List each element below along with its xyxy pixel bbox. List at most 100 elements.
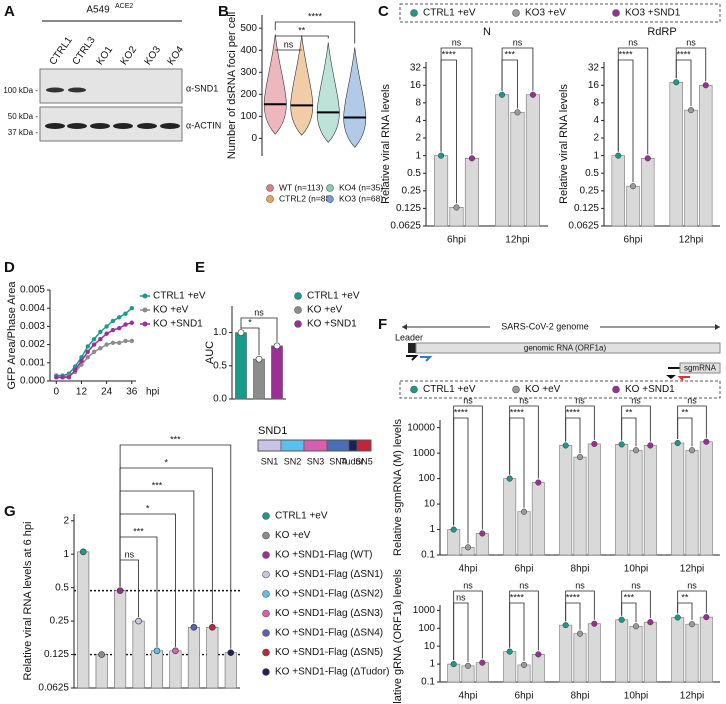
domain-label: SN4 (329, 456, 347, 466)
y-tick-label: 0.1 (421, 550, 435, 561)
legend-marker (266, 184, 274, 192)
y-tick-label: 0.125 (396, 203, 421, 214)
significance-label: ns (513, 37, 523, 47)
legend-marker (262, 609, 270, 618)
data-point (117, 315, 122, 320)
lane-label: KO4 (166, 44, 187, 67)
significance-label: ns (284, 39, 294, 49)
bar (699, 84, 713, 227)
marker: 100 kDa - (3, 86, 38, 95)
significance-label: * (164, 457, 168, 467)
x-tick-label: 4hpi (459, 564, 478, 575)
y-axis-label: Number of dsRNA foci per cell (226, 12, 238, 159)
y-tick-label: 0.5 (585, 168, 599, 179)
x-tick-label: 8hpi (571, 564, 590, 575)
legend-marker (294, 306, 302, 314)
bar (699, 441, 713, 556)
data-point (702, 82, 709, 89)
legend-marker (294, 292, 302, 300)
y-tick-label: 1 (415, 150, 421, 161)
significance-label: **** (454, 407, 469, 417)
bar (559, 624, 573, 683)
x-tick-label: 8hpi (571, 691, 590, 702)
bar (503, 478, 517, 556)
data-point (129, 320, 135, 325)
legend-marker (512, 9, 520, 17)
legend-label: CTRL1 +eV (423, 384, 476, 395)
sgmrna-label: sgmRNA (684, 364, 717, 373)
data-point (104, 342, 109, 347)
data-point (535, 479, 542, 486)
antibody: α-ACTIN (186, 120, 221, 130)
bar (699, 616, 713, 683)
data-point (91, 342, 97, 347)
data-point (123, 311, 128, 316)
panel-label: G (4, 503, 16, 520)
significance-label: *** (170, 434, 181, 444)
bar (629, 625, 643, 683)
bar (685, 623, 699, 683)
bar (495, 94, 510, 227)
data-point (85, 344, 90, 349)
significance-label: **** (677, 49, 692, 59)
lane-label: KO1 (95, 44, 116, 67)
data-point (514, 109, 521, 116)
legend-label: KO3 +eV (525, 8, 566, 19)
band (46, 87, 64, 93)
legend-label: KO +eV (153, 305, 189, 316)
data-point (237, 329, 245, 336)
y-tick-label: 0.0625 (568, 221, 599, 232)
data-point (117, 326, 122, 331)
legend-label: KO +SND1 (307, 319, 357, 330)
domain-label: Tudor (340, 456, 363, 466)
legend-marker (262, 590, 270, 598)
y-tick-label: 4 (415, 115, 421, 126)
legend-marker (512, 385, 520, 394)
protein-outline (257, 439, 372, 452)
data-point (703, 614, 710, 621)
significance-bracket (453, 602, 469, 662)
significance-label: ns (628, 37, 638, 47)
y-tick-label: 1 (429, 524, 435, 535)
data-point (468, 155, 475, 162)
significance-label: **** (308, 11, 323, 21)
significance-bracket (274, 21, 356, 44)
genomic-rna (415, 342, 721, 354)
significance-label: * (146, 503, 150, 513)
marker: 37 kDa - (8, 128, 39, 137)
y-tick-label: 0.125 (44, 649, 69, 660)
y-tick-label: 100 (240, 111, 257, 122)
y-tick-label: 300 (240, 67, 257, 78)
genome-title: SARS-CoV-2 genome (501, 321, 589, 331)
x-tick-label: 6hpi (515, 691, 534, 702)
legend-marker (262, 648, 270, 657)
significance-label: ns (452, 37, 462, 47)
chart-title: RdRP (647, 26, 676, 38)
actin-bands (45, 123, 180, 129)
legend-label: KO +SND1-Flag (ΔSN2) (275, 589, 383, 600)
data-point (529, 91, 536, 98)
violin-body (263, 34, 287, 135)
data-point (562, 622, 569, 629)
bar (187, 626, 200, 689)
x-tick-label: 12hpi (680, 564, 704, 575)
legend-label: KO +SND1-Flag (ΔSN1) (275, 569, 383, 580)
data-point (499, 91, 506, 98)
significance-label: ** (681, 592, 689, 602)
y-tick-label: 0.25 (50, 616, 70, 627)
panel-label: A (4, 3, 15, 20)
bar (643, 621, 657, 683)
data-point (673, 79, 680, 86)
y-tick-label: 0.002 (20, 339, 45, 350)
y-axis-label: Relative gRNA (ORF1a) levels (392, 569, 404, 704)
data-point (506, 475, 513, 482)
blot-membrane (39, 106, 183, 142)
significance-label: ns (631, 580, 641, 590)
bar (559, 445, 573, 556)
x-tick-label: 6hpi (624, 235, 643, 246)
data-point (85, 355, 90, 360)
data-point (209, 623, 216, 631)
legend-marker (326, 184, 334, 192)
bar (587, 443, 601, 556)
y-tick-label: 32 (588, 62, 600, 73)
